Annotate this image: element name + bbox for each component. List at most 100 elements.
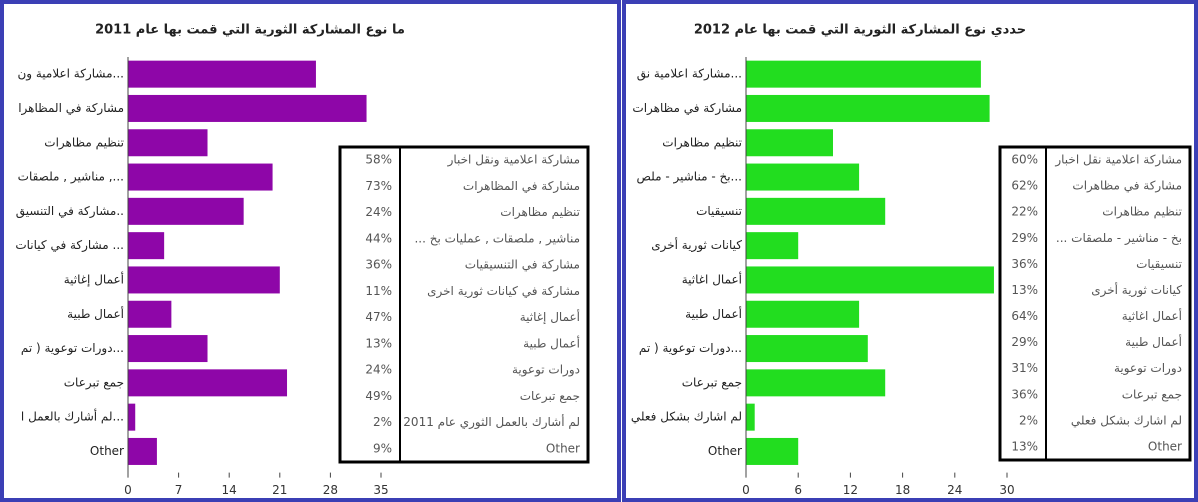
panel-border bbox=[0, 0, 621, 502]
y-tick-label: لم اشارك بشكل فعلي bbox=[631, 410, 742, 425]
bar bbox=[746, 163, 860, 191]
y-tick-label: أعمال إغاثية bbox=[64, 271, 124, 286]
y-tick-label: كيانات ثورية أخرى bbox=[651, 237, 742, 253]
x-tick-label: 35 bbox=[373, 483, 388, 497]
table-percent: 29% bbox=[1011, 231, 1038, 245]
bar bbox=[128, 266, 280, 294]
y-tick-label: مشاركة في التنسيق.. bbox=[16, 204, 124, 219]
table-label: تنظيم مظاهرات bbox=[1102, 205, 1182, 220]
y-tick-label: مشاركة في مظاهرات bbox=[632, 101, 742, 116]
bar bbox=[746, 129, 833, 157]
table-box bbox=[338, 145, 590, 464]
y-tick-label: Other bbox=[708, 444, 742, 458]
bar bbox=[746, 232, 799, 260]
bar bbox=[128, 232, 165, 260]
table-label: مشاركة اعلامية ونقل اخبار bbox=[447, 153, 580, 168]
y-tick-label: Other bbox=[90, 444, 124, 458]
bar bbox=[746, 266, 994, 294]
y-tick-label: جمع تبرعات bbox=[64, 375, 124, 390]
x-tick-label: 30 bbox=[999, 483, 1014, 497]
table-label: أعمال طبية bbox=[523, 335, 580, 350]
chart-title: حددي نوع المشاركة الثورية التي قمت بها ع… bbox=[694, 23, 1026, 38]
table-percent: 60% bbox=[1011, 153, 1038, 167]
bar bbox=[746, 403, 755, 431]
x-tick-label: 6 bbox=[794, 483, 802, 497]
table-label: جمع تبرعات bbox=[1122, 387, 1182, 402]
table-percent: 24% bbox=[365, 363, 392, 377]
bar bbox=[746, 197, 886, 225]
table-percent: 13% bbox=[1011, 283, 1038, 297]
table-percent: 13% bbox=[1011, 439, 1038, 453]
y-tick-label: مشاركة في المظاهرا bbox=[18, 101, 124, 116]
x-tick-label: 12 bbox=[843, 483, 858, 497]
bar bbox=[128, 335, 208, 363]
table-percent: 44% bbox=[365, 231, 392, 245]
table-percent: 47% bbox=[365, 310, 392, 324]
table-percent: 58% bbox=[365, 153, 392, 167]
table-label: جمع تبرعات bbox=[520, 389, 580, 404]
bar bbox=[128, 94, 367, 122]
panel-border bbox=[622, 0, 1198, 502]
x-tick-label: 21 bbox=[272, 483, 287, 497]
table-label: ... مناشير , ملصقات , عمليات بخ bbox=[414, 231, 580, 246]
bar bbox=[128, 437, 157, 465]
x-tick-label: 0 bbox=[124, 483, 132, 497]
table-percent: 64% bbox=[1011, 309, 1038, 323]
table-percent: 31% bbox=[1011, 361, 1038, 375]
table-label: مشاركة في المظاهرات bbox=[463, 179, 580, 194]
bar bbox=[746, 437, 799, 465]
table-percent: 24% bbox=[365, 205, 392, 219]
bar bbox=[746, 60, 981, 88]
table-percent: 36% bbox=[1011, 257, 1038, 271]
chart-title: ما نوع المشاركة الثورية التي قمت بها عام… bbox=[95, 23, 405, 38]
y-tick-label: تنسيقيات bbox=[696, 204, 742, 218]
table-label: كيانات ثورية أخرى bbox=[1091, 282, 1182, 298]
table-label: مشاركة في كيانات ثورية اخرى bbox=[427, 284, 580, 299]
table-percent: 29% bbox=[1011, 335, 1038, 349]
table-label: Other bbox=[1148, 439, 1182, 453]
table-percent: 11% bbox=[365, 284, 392, 298]
table-percent: 2% bbox=[1019, 413, 1038, 427]
bar bbox=[128, 129, 208, 157]
y-tick-label: مناشير , ملصقات ,... bbox=[18, 170, 124, 185]
y-tick-label: جمع تبرعات bbox=[682, 375, 742, 390]
y-tick-label: أعمال طبية bbox=[685, 306, 742, 321]
y-tick-label: دورات توعوية ( تم... bbox=[21, 341, 124, 356]
table-label: أعمال اغاثية bbox=[1122, 308, 1182, 323]
bar bbox=[128, 197, 244, 225]
bar bbox=[128, 163, 273, 191]
table-percent: 36% bbox=[365, 258, 392, 272]
y-tick-label: مشاركة في كيانات ... bbox=[15, 238, 124, 253]
bar bbox=[128, 300, 172, 328]
y-tick-label: تنظيم مظاهرات bbox=[662, 135, 742, 150]
y-tick-label: مشاركة اعلامية ون... bbox=[17, 67, 124, 82]
table-label: دورات توعوية bbox=[512, 363, 580, 378]
y-tick-label: أعمال اغاثية bbox=[682, 271, 742, 286]
x-tick-label: 18 bbox=[895, 483, 910, 497]
y-tick-label: أعمال طبية bbox=[67, 306, 124, 321]
bar bbox=[746, 335, 868, 363]
table-label: لم اشارك بشكل فعلي bbox=[1071, 413, 1182, 428]
table-percent: 62% bbox=[1011, 179, 1038, 193]
table-label: مشاركة في التنسيقيات bbox=[465, 258, 580, 273]
table-label: Other bbox=[546, 441, 580, 455]
bar bbox=[128, 369, 288, 397]
y-tick-label: لم أشارك بالعمل ا... bbox=[21, 409, 124, 425]
bar bbox=[746, 94, 990, 122]
bar bbox=[746, 369, 886, 397]
table-percent: 2% bbox=[373, 415, 392, 429]
table-label: ... بخ - مناشير - ملصقات bbox=[1056, 231, 1182, 246]
x-tick-label: 28 bbox=[323, 483, 338, 497]
y-tick-label: مشاركة اعلامية نق... bbox=[637, 67, 742, 82]
table-label: أعمال طبية bbox=[1125, 334, 1182, 349]
table-percent: 73% bbox=[365, 179, 392, 193]
table-percent: 49% bbox=[365, 389, 392, 403]
table-percent: 13% bbox=[365, 336, 392, 350]
bar bbox=[746, 300, 860, 328]
x-tick-label: 14 bbox=[222, 483, 237, 497]
bar bbox=[128, 403, 136, 431]
table-percent: 9% bbox=[373, 441, 392, 455]
table-percent: 36% bbox=[1011, 387, 1038, 401]
bar bbox=[128, 60, 316, 88]
